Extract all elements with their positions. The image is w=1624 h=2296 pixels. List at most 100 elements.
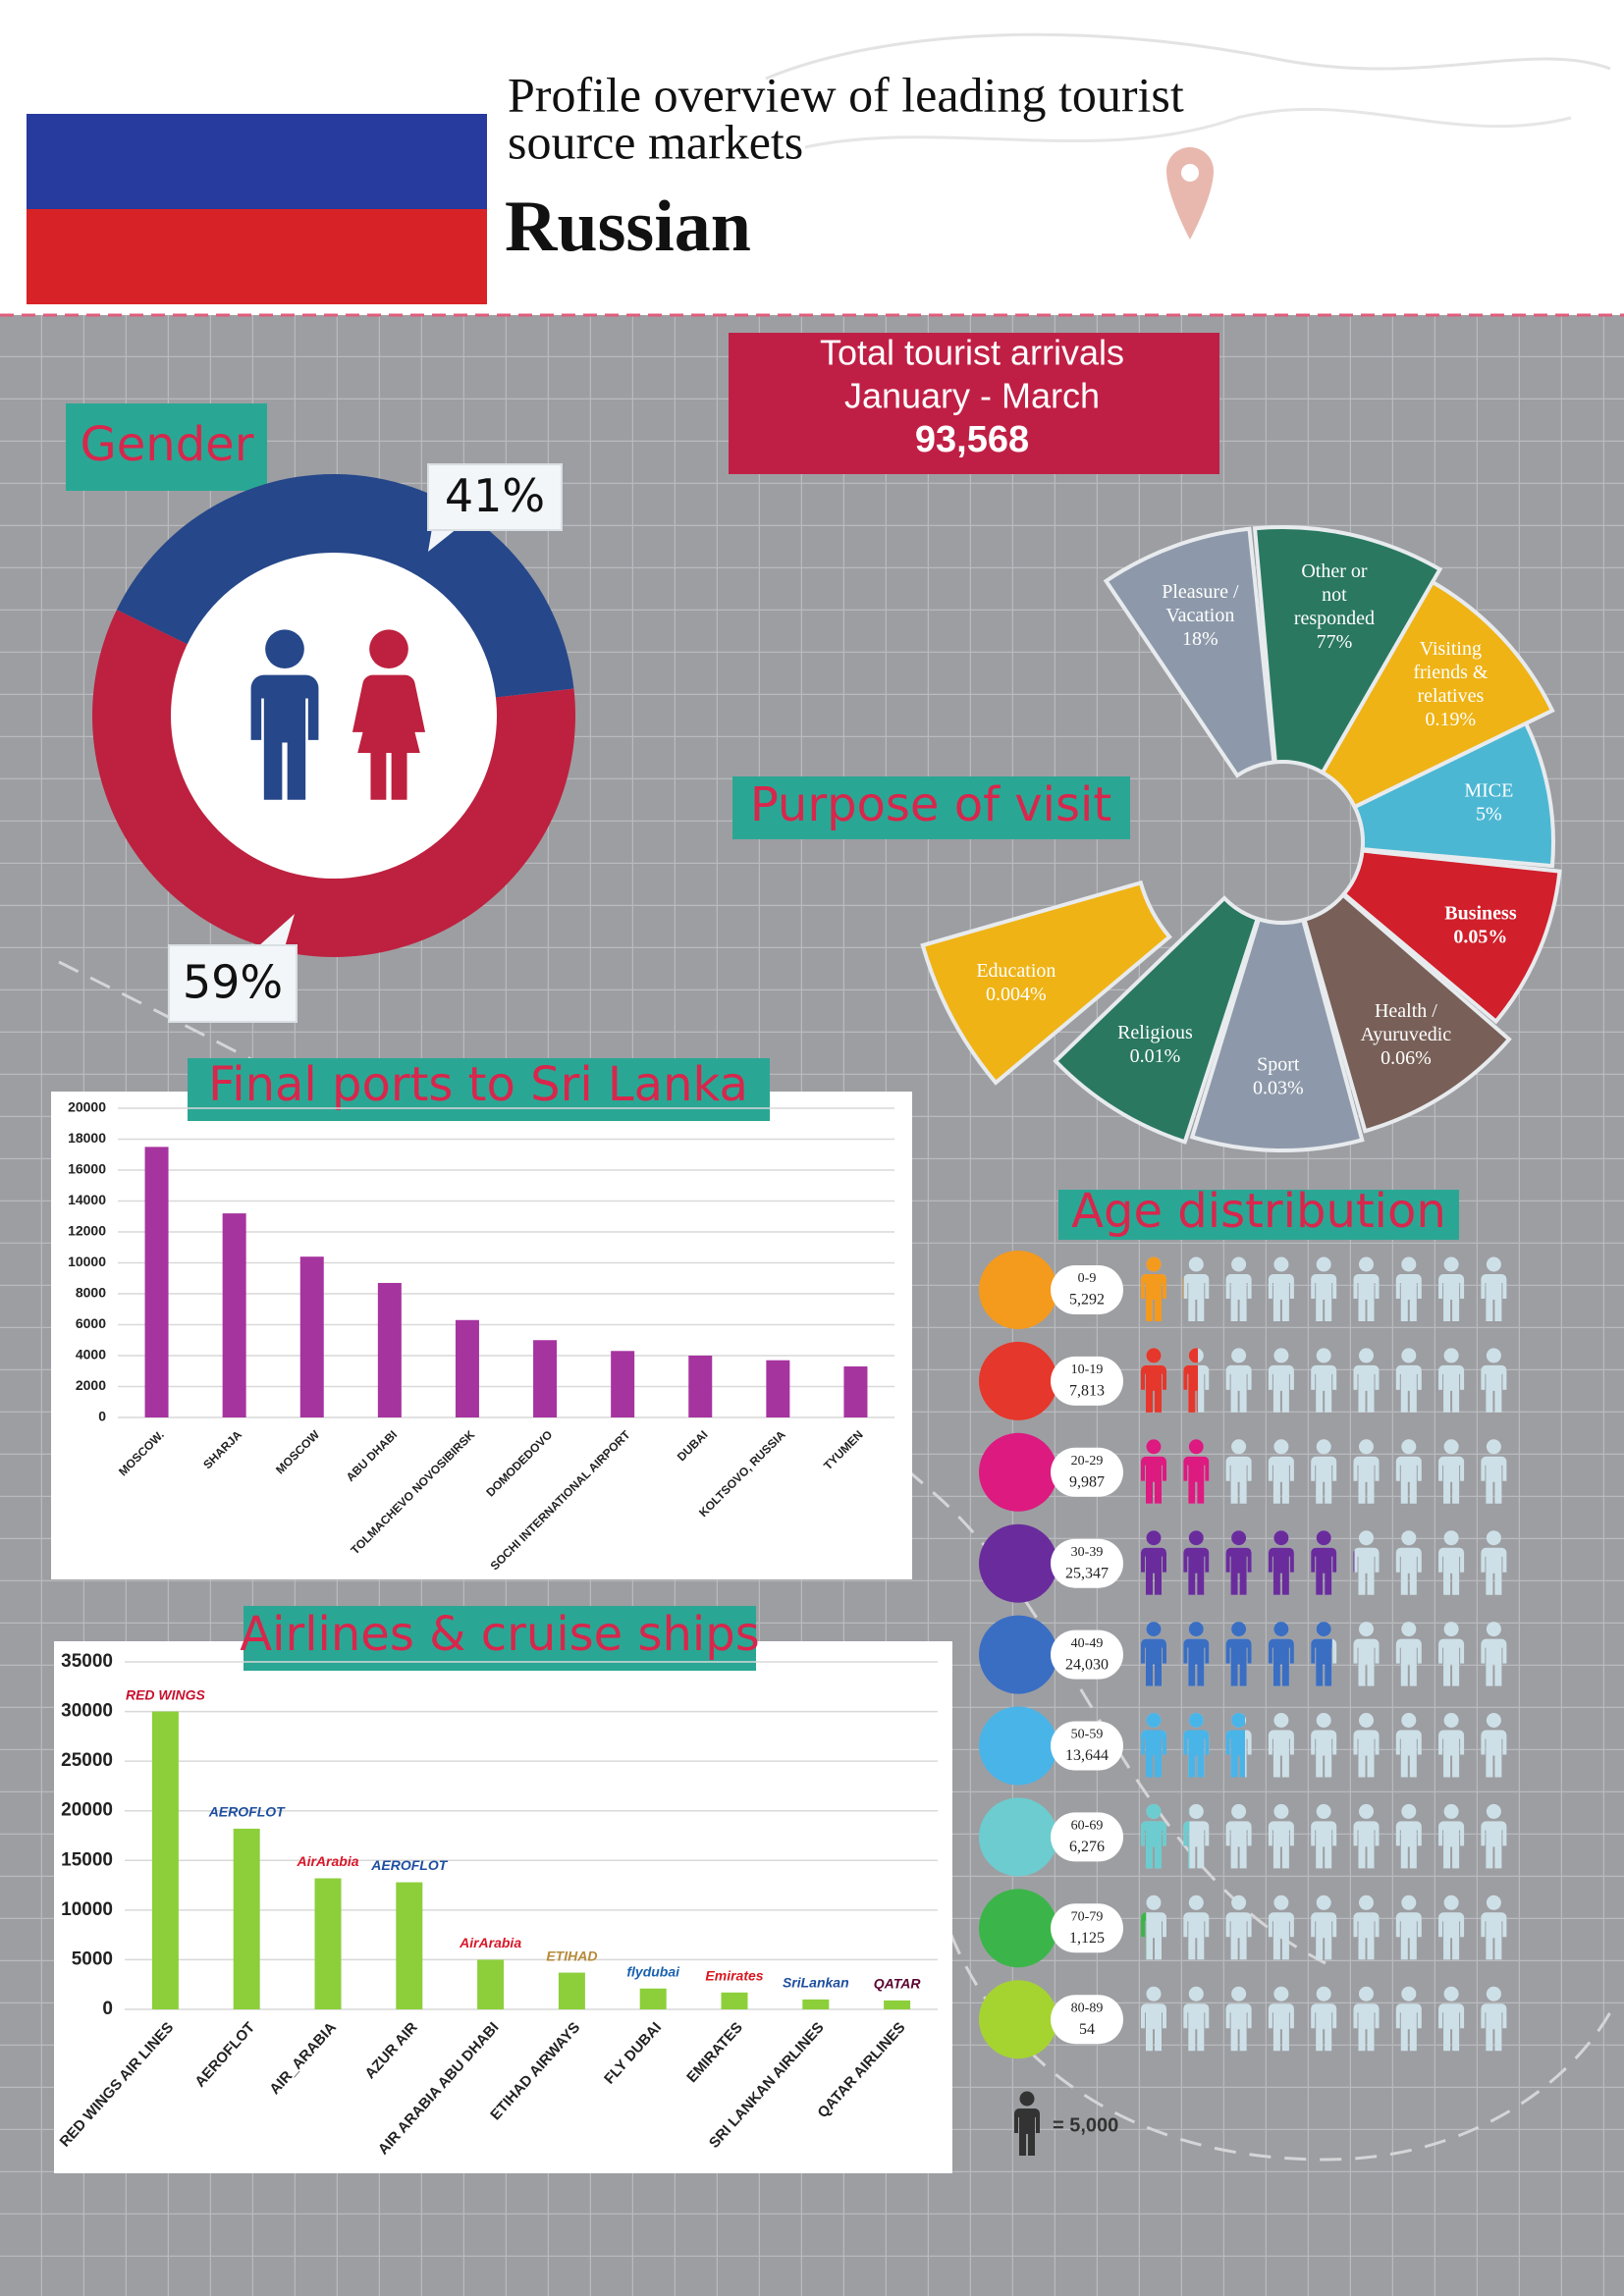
total-label: Total tourist arrivals — [820, 333, 1124, 373]
y-tick-label: 10000 — [68, 1254, 106, 1269]
age-pill — [1051, 1538, 1123, 1588]
category-label: friends & — [1413, 662, 1489, 683]
age-pill — [1051, 1356, 1123, 1406]
y-tick-label: 35000 — [61, 1651, 113, 1672]
wheel-sector — [1352, 721, 1555, 869]
chart-title: Purpose of visit — [750, 777, 1111, 832]
age-pill — [1051, 1721, 1123, 1771]
value-label: 0.05% — [1453, 926, 1507, 947]
donut-segment — [91, 610, 576, 957]
value-label: 54 — [1079, 2021, 1095, 2038]
age-pill — [1051, 1265, 1123, 1314]
bar — [766, 1360, 790, 1417]
panel — [54, 1641, 952, 2173]
category-label: Health / — [1375, 1000, 1437, 1022]
value-label: 5% — [1476, 804, 1502, 826]
y-tick-label: 10000 — [61, 1899, 113, 1920]
chart-title: Final ports to Sri Lanka — [208, 1057, 748, 1112]
wheel-sector — [1053, 895, 1261, 1145]
age-circle — [979, 1889, 1057, 1968]
header-subtitle: Russian — [505, 187, 751, 267]
age-circle — [979, 1523, 1057, 1603]
airline-logo: AEROFLOT — [208, 1804, 286, 1820]
value-label: 0.19% — [1426, 709, 1477, 730]
wheel-sector — [1103, 526, 1276, 778]
title-box — [1058, 1190, 1459, 1240]
title-box — [244, 1606, 756, 1671]
airline-logo: Emirates — [705, 1968, 763, 1984]
y-tick-label: 14000 — [68, 1192, 106, 1207]
y-tick-label: 0 — [98, 1409, 106, 1424]
value-label: 7,813 — [1069, 1383, 1105, 1400]
total-label: January - March — [844, 376, 1100, 416]
age-pill — [1051, 1812, 1123, 1862]
category-label: not — [1322, 584, 1347, 606]
age-circle — [979, 1432, 1057, 1512]
y-tick-label: 8000 — [76, 1285, 106, 1301]
donut-hole — [171, 553, 497, 879]
airline-logo: AEROFLOT — [370, 1857, 448, 1873]
category-label: Vacation — [1165, 605, 1234, 626]
bar — [222, 1213, 246, 1417]
value-label: 1,125 — [1069, 1930, 1105, 1947]
value-label: 59% — [183, 956, 283, 1009]
category-label: Other or — [1301, 561, 1368, 582]
map-pin — [1166, 147, 1214, 240]
airline-logo: SriLankan — [783, 1975, 849, 1991]
airline-logo: AirArabia — [296, 1853, 358, 1869]
value-label: 0.03% — [1253, 1077, 1304, 1098]
age-circle — [979, 1706, 1057, 1786]
value-label: 77% — [1317, 631, 1353, 653]
bar — [299, 1256, 324, 1417]
map-pin-hole — [1181, 164, 1199, 182]
wheel-sector — [920, 880, 1172, 1086]
bar — [314, 1878, 342, 2009]
bar — [151, 1711, 179, 2009]
category-label: Ayuruvedic — [1361, 1024, 1452, 1045]
age-pill — [1051, 1447, 1123, 1497]
y-tick-label: 18000 — [68, 1130, 106, 1146]
airline-logo: RED WINGS — [126, 1686, 206, 1702]
callout-pointer — [257, 914, 295, 947]
total-box — [729, 333, 1219, 474]
category-label: 20-29 — [1071, 1454, 1104, 1468]
category-label: 80-89 — [1071, 2001, 1104, 2015]
bar — [843, 1366, 868, 1417]
bar — [477, 1959, 505, 2009]
bar — [233, 1828, 260, 2009]
age-circle — [979, 1797, 1057, 1877]
y-tick-label: 25000 — [61, 1750, 113, 1771]
category-label: 30-39 — [1071, 1545, 1104, 1560]
category-label: Pleasure / — [1162, 581, 1239, 603]
header-title: source markets — [508, 114, 803, 169]
value-label: 0.06% — [1380, 1047, 1432, 1069]
age-circle — [979, 1980, 1057, 2059]
y-tick-label: 0 — [102, 1999, 113, 2019]
wheel-sector — [1252, 524, 1443, 775]
category-label: Education — [976, 960, 1056, 982]
chart-title: Age distribution — [1071, 1184, 1446, 1239]
value-label: 0.004% — [986, 984, 1047, 1005]
callout-pointer — [428, 528, 458, 552]
bar — [533, 1340, 558, 1417]
category-label: 40-49 — [1071, 1636, 1104, 1651]
flight-path — [925, 1727, 1612, 2162]
y-tick-label: 20000 — [61, 1800, 113, 1821]
bar — [884, 2000, 911, 2009]
wheel-sector — [1189, 916, 1365, 1152]
bar — [611, 1351, 635, 1417]
airline-logo: AirArabia — [459, 1935, 521, 1950]
age-pill — [1051, 1629, 1123, 1680]
category-label: 10-19 — [1071, 1362, 1104, 1377]
value-label: 6,276 — [1069, 1839, 1105, 1855]
category-label: responded — [1294, 608, 1375, 629]
title-box — [66, 403, 267, 491]
flag-red — [27, 209, 487, 304]
airline-logo: ETIHAD — [546, 1948, 597, 1963]
y-tick-label: 20000 — [68, 1099, 106, 1115]
category-label: Religious — [1117, 1022, 1193, 1043]
callout-box — [427, 463, 563, 531]
airline-logo: QATAR — [874, 1976, 922, 1992]
category-label: 50-59 — [1071, 1728, 1104, 1742]
